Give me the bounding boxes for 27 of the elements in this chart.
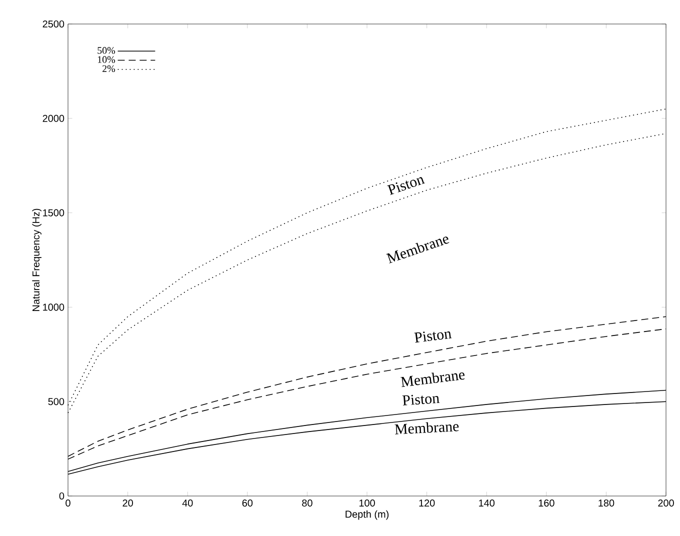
y-tick-label: 1000 — [43, 304, 64, 311]
y-tick-label: 500 — [48, 398, 64, 406]
x-tick-label: 140 — [479, 500, 495, 507]
annotation: Membrane — [400, 372, 465, 387]
y-tick-label: 1500 — [43, 209, 64, 216]
x-tick-label: 180 — [598, 500, 614, 507]
y-tick-label: 0 — [59, 492, 64, 500]
y-tick-label: 2500 — [42, 20, 64, 28]
annotation: Piston — [402, 394, 440, 406]
annotation: Piston — [387, 177, 425, 195]
x-tick-label: 120 — [419, 500, 435, 507]
y-axis-title: Natural Frequency (Hz) — [32, 208, 42, 311]
x-axis-title: Depth (m) — [346, 510, 389, 520]
x-tick-label: 0 — [66, 500, 70, 507]
legend-label: 10% — [98, 56, 116, 63]
x-tick-label: 80 — [302, 500, 312, 507]
x-tick-label: 200 — [658, 500, 674, 507]
legend-label: 2% — [102, 65, 116, 72]
x-tick-label: 160 — [538, 500, 554, 507]
y-tick-label: 2000 — [42, 114, 64, 122]
x-tick-label: 60 — [242, 500, 253, 507]
legend-label: 50% — [98, 47, 116, 54]
annotation: Membrane — [394, 422, 459, 434]
x-tick-label: 40 — [182, 500, 193, 507]
annotation: Piston — [414, 331, 452, 343]
x-tick-label: 20 — [122, 500, 133, 507]
x-tick-label: 100 — [359, 500, 375, 507]
